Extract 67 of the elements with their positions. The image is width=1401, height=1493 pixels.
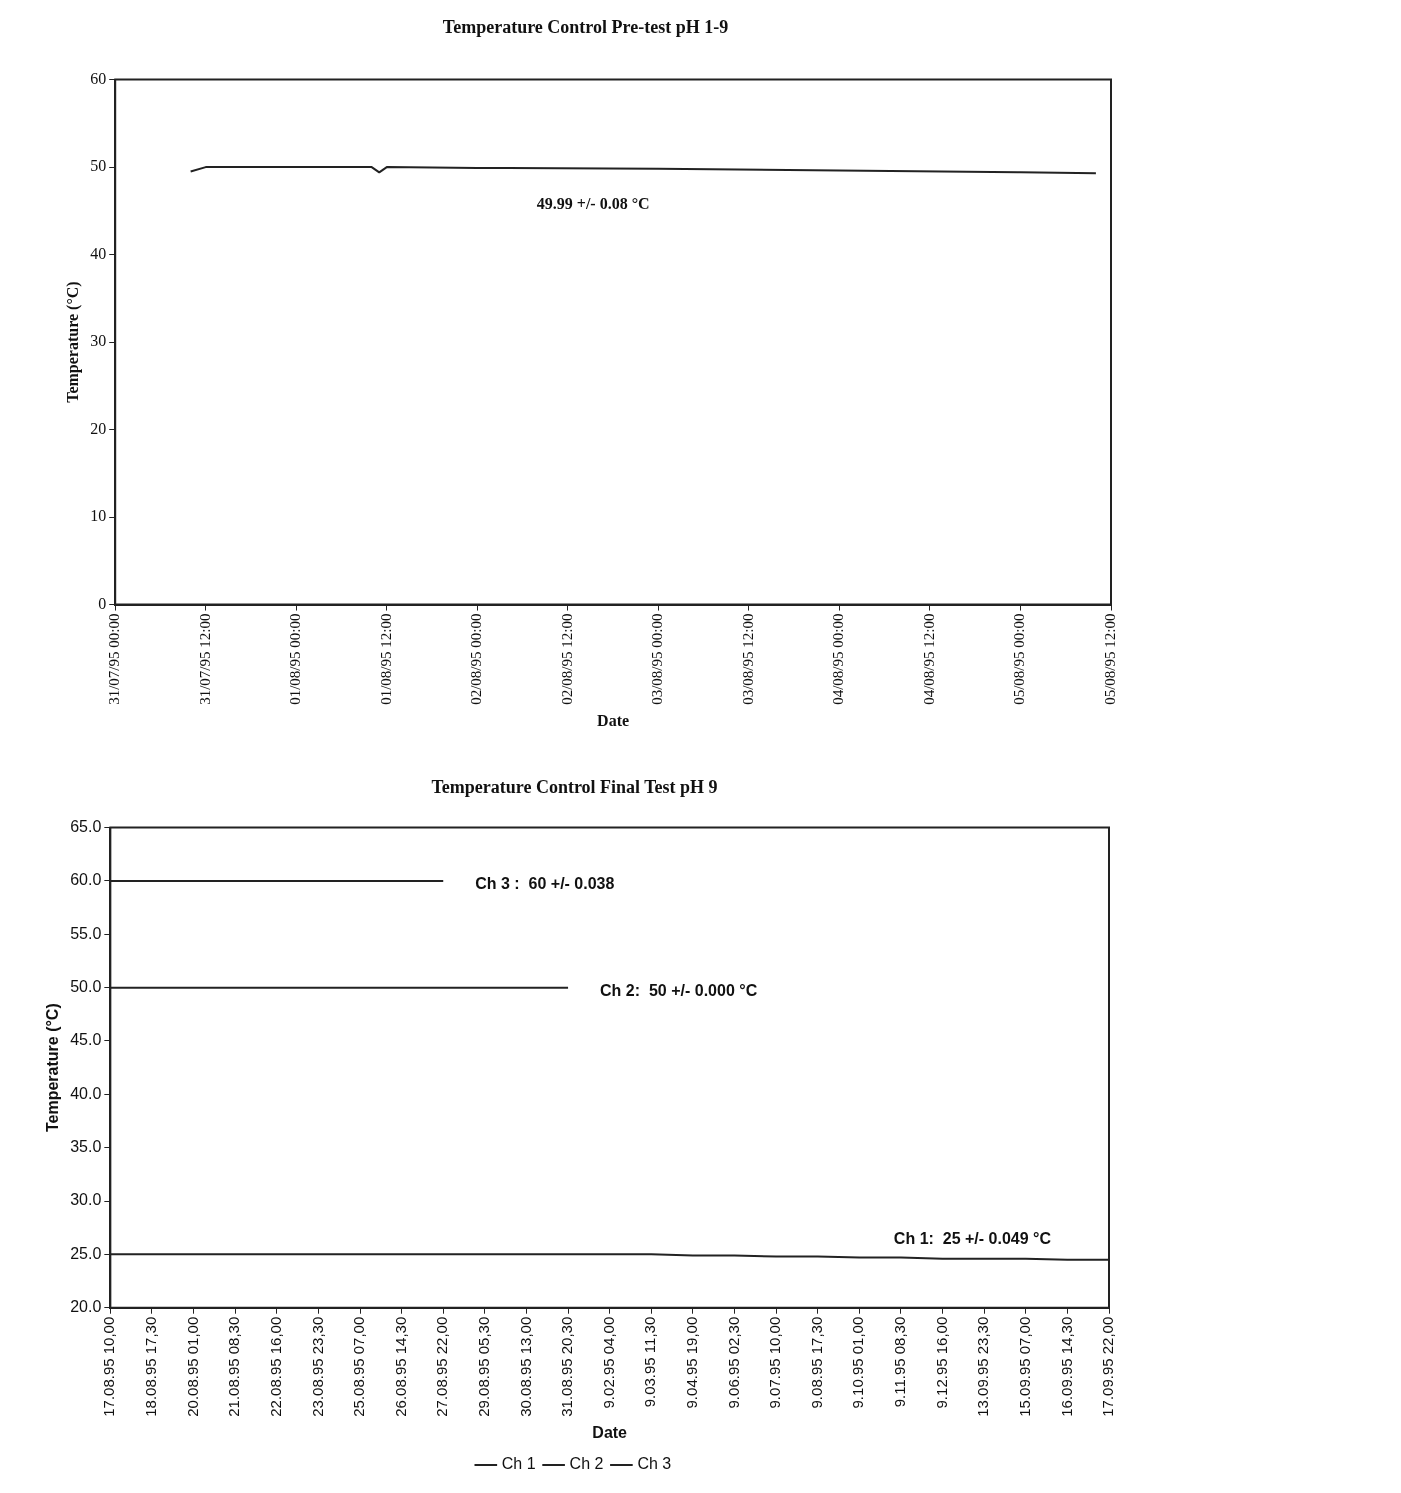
x-tick-label: 17.09.95 22,00 (1099, 1316, 1117, 1417)
y-tick-label: 40 (90, 244, 107, 262)
legend-label: Ch 2 (569, 1455, 604, 1473)
y-tick-label: 65.0 (70, 818, 102, 836)
y-tick-label: 0 (98, 594, 107, 612)
annotation: Ch 3 : 60 +/- 0.038 (475, 875, 615, 893)
x-tick-label: 9.12.95 16,00 (932, 1316, 950, 1409)
x-tick-label: 21.08.95 08,30 (225, 1316, 243, 1417)
y-tick-label: 50.0 (70, 978, 102, 996)
y-tick-label: 55.0 (70, 924, 102, 942)
y-tick-label: 60.0 (70, 871, 102, 889)
x-tick-label: 23.08.95 23,30 (308, 1316, 326, 1417)
x-tick-label: 01/08/95 00:00 (287, 613, 304, 705)
x-tick-label: 13.09.95 23,30 (974, 1316, 992, 1417)
x-tick-label: 31.08.95 20,30 (558, 1316, 576, 1417)
y-tick-label: 60 (90, 69, 107, 87)
y-tick-label: 50 (90, 157, 107, 175)
x-tick-label: 29.08.95 05,30 (474, 1316, 492, 1417)
legend-label: Ch 3 (637, 1455, 672, 1473)
x-tick-label: 9.07.95 10,00 (766, 1316, 784, 1409)
x-tick-label: 03/08/95 12:00 (739, 613, 756, 705)
y-tick-label: 25.0 (70, 1244, 102, 1262)
x-tick-label: 9.08.95 17,30 (807, 1316, 825, 1409)
x-tick-label: 9.02.95 04,00 (599, 1316, 617, 1409)
y-tick-label: 35.0 (70, 1138, 102, 1156)
y-tick-label: 20.0 (70, 1298, 102, 1316)
annotation: 49.99 +/- 0.08 °C (536, 195, 650, 213)
x-axis-title: Date (592, 1423, 628, 1441)
y-tick-label: 30.0 (70, 1191, 102, 1209)
x-tick-label: 9.11.95 08,30 (891, 1316, 909, 1408)
x-tick-label: 05/08/95 00:00 (1011, 613, 1028, 705)
legend-label: Ch 1 (501, 1455, 536, 1473)
x-tick-label: 02/08/95 00:00 (468, 613, 485, 705)
annotation: Ch 1: 25 +/- 0.049 °C (893, 1230, 1052, 1248)
x-tick-label: 03/08/95 00:00 (649, 613, 666, 705)
x-tick-label: 31/07/95 12:00 (196, 613, 213, 705)
y-tick-label: 10 (90, 507, 107, 525)
x-tick-label: 20.08.95 01,00 (183, 1316, 201, 1417)
x-tick-label: 17.08.95 10,00 (100, 1316, 118, 1417)
chart-title: Temperature Control Final Test pH 9 (431, 777, 718, 798)
x-tick-label: 16.09.95 14,30 (1057, 1316, 1075, 1417)
x-tick-label: 15.09.95 07,00 (1015, 1316, 1033, 1417)
x-tick-label: 9.10.95 01,00 (849, 1316, 867, 1409)
x-tick-label: 30.08.95 13,00 (516, 1316, 534, 1417)
x-tick-label: 18.08.95 17,30 (142, 1316, 160, 1417)
y-tick-label: 40.0 (70, 1084, 102, 1102)
x-axis-title: Date (597, 711, 630, 729)
y-tick-label: 45.0 (70, 1031, 102, 1049)
y-axis-title: Temperature (°C) (44, 1003, 62, 1133)
x-tick-label: 04/08/95 12:00 (920, 613, 937, 705)
x-tick-label: 9.06.95 02,30 (724, 1316, 742, 1409)
x-tick-label: 05/08/95 12:00 (1101, 613, 1118, 705)
y-tick-label: 30 (90, 332, 107, 350)
x-tick-label: 25.08.95 07,00 (350, 1316, 368, 1417)
x-tick-label: 9.03.95 11,30 (641, 1316, 659, 1408)
x-tick-label: 31/07/95 00:00 (106, 613, 123, 705)
x-tick-label: 9.04.95 19,00 (683, 1316, 701, 1409)
x-tick-label: 26.08.95 14,30 (391, 1316, 409, 1417)
y-axis-title: Temperature (°C) (63, 281, 82, 403)
x-tick-label: 27.08.95 22,00 (433, 1316, 451, 1417)
x-tick-label: 22.08.95 16,00 (266, 1316, 284, 1417)
y-tick-label: 20 (90, 419, 107, 437)
x-tick-label: 04/08/95 00:00 (830, 613, 847, 705)
x-tick-label: 01/08/95 12:00 (377, 613, 394, 705)
chart-title: Temperature Control Pre-test pH 1-9 (442, 17, 729, 38)
x-tick-label: 02/08/95 12:00 (558, 613, 575, 705)
annotation: Ch 2: 50 +/- 0.000 °C (600, 982, 758, 1000)
